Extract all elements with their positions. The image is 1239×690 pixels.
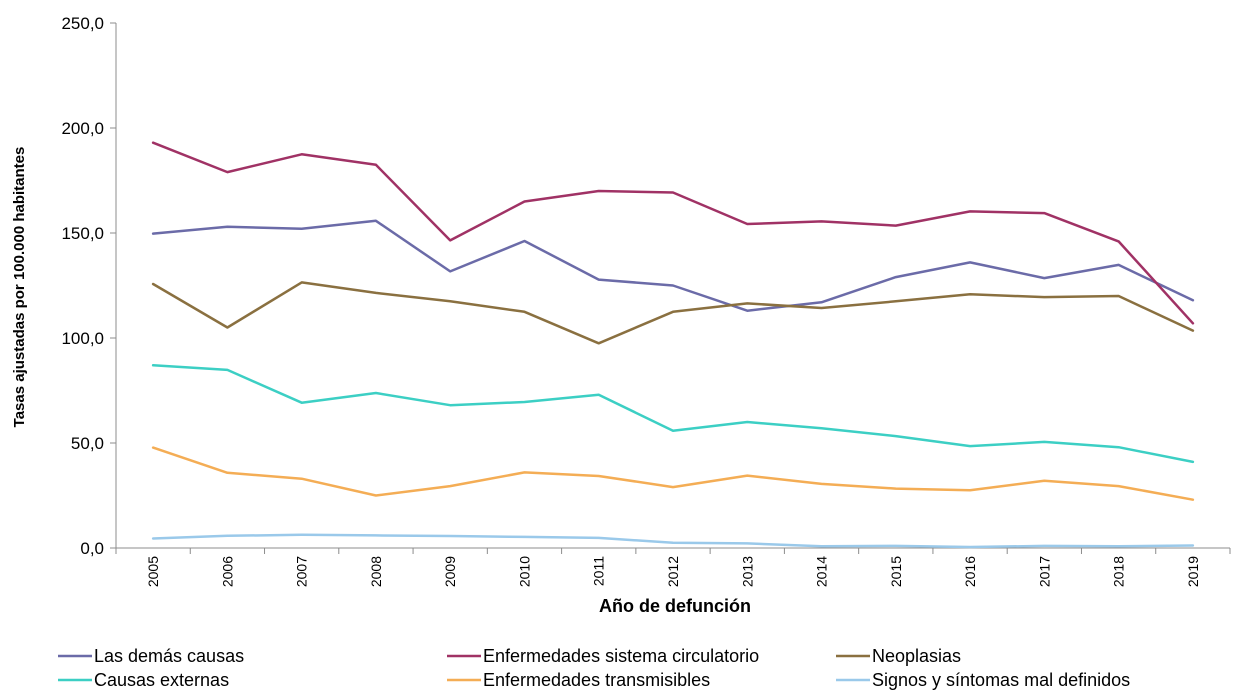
- x-tick-label: 2014: [814, 556, 830, 587]
- legend-label: Enfermedades transmisibles: [483, 670, 710, 690]
- series-line-1: [151, 219, 1195, 312]
- y-axis: 0,0 50,0 100,0 150,0 200,0 250,0: [61, 14, 117, 558]
- x-tick-label: 2011: [591, 556, 607, 586]
- x-tick-label: 2019: [1185, 556, 1201, 587]
- y-tick-label: 0,0: [80, 539, 104, 558]
- x-tick-label: 2012: [665, 556, 681, 587]
- legend-label: Las demás causas: [94, 646, 244, 666]
- legend: Las demás causas Enfermedades sistema cir…: [58, 646, 1130, 690]
- x-tick-label: 2008: [368, 556, 384, 587]
- x-tick-label: 2015: [888, 556, 904, 587]
- legend-label: Causas externas: [94, 670, 229, 690]
- y-tick-label: 200,0: [61, 119, 104, 138]
- x-tick-label: 2006: [219, 556, 235, 587]
- x-axis-label: Año de defunción: [599, 596, 751, 616]
- y-tick-label: 100,0: [61, 329, 104, 348]
- x-tick-label: 2016: [962, 556, 978, 587]
- x-tick-label: 2007: [294, 556, 310, 587]
- x-axis: 2005 2006 2007 2008 2009 2010 2011 2012 2013 2014…: [115, 547, 1231, 587]
- series-line-3: [151, 281, 1195, 345]
- y-axis-label: Tasas ajustadas por 100.000 habitantes: [11, 147, 28, 428]
- x-tick-label: 2018: [1111, 556, 1127, 587]
- x-tick-label: 2017: [1036, 556, 1052, 587]
- x-tick-label: 2010: [516, 556, 532, 587]
- series-line-4: [151, 364, 1195, 464]
- x-tick-label: 2013: [739, 556, 755, 587]
- legend-label: Signos y síntomas mal definidos: [872, 670, 1130, 690]
- legend-label: Neoplasias: [872, 646, 961, 666]
- x-tick-label: 2005: [145, 556, 161, 587]
- y-tick-label: 150,0: [61, 224, 104, 243]
- series-line-5: [151, 446, 1195, 501]
- series-line-6: [151, 533, 1195, 549]
- legend-label: Enfermedades sistema circulatorio: [483, 646, 759, 666]
- y-tick-label: 250,0: [61, 14, 104, 33]
- series-lines: [151, 141, 1195, 549]
- y-tick-label: 50,0: [71, 434, 104, 453]
- series-line-2: [151, 141, 1195, 325]
- x-tick-label: 2009: [442, 556, 458, 587]
